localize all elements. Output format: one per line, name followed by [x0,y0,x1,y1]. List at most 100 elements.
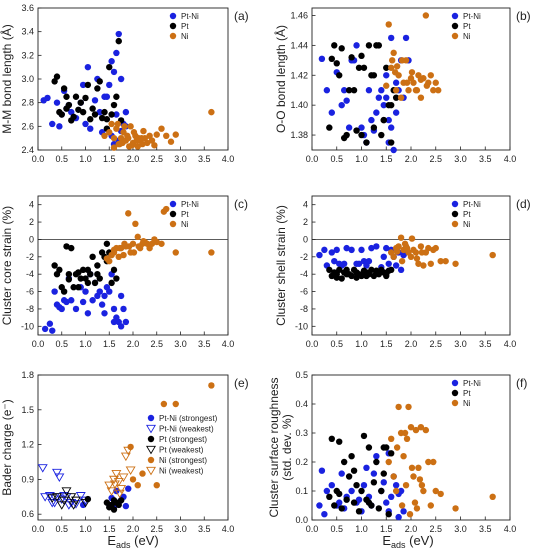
data-point [111,470,122,479]
panel-a-chart: 0.0 0.5 1.0 1.5 2.0 2.5 3.0 3.5 4.0 2.4 2.6 2.8 3.0 3… [0,3,249,164]
y-tick-label: 1.8 [21,370,34,380]
legend-label: Pt-Ni [463,379,481,388]
legend-marker [451,389,459,397]
y-tick-label: -4 [300,269,308,279]
data-point [393,248,401,255]
y-tick-label: 0.6 [21,509,34,519]
data-point [65,276,73,283]
legend-marker [147,414,155,422]
x-tick-label: 1.0 [355,339,368,349]
data-point [121,123,128,130]
data-point [79,108,87,116]
y-tick-label: -10 [21,321,34,331]
data-point [59,492,70,501]
x-tick-label: 1.0 [79,339,92,349]
data-point [392,87,400,94]
data-point [383,82,390,89]
data-point [338,275,345,282]
data-point [103,93,111,100]
data-point [103,240,111,247]
x-tick-label: 1.0 [79,154,92,164]
data-point [378,487,385,495]
data-point [70,113,77,121]
data-point [370,124,378,131]
legend-marker [451,12,459,20]
data-point [415,464,422,471]
y-tick-label: 1.46 [290,10,308,20]
data-point [385,511,392,518]
data-point [51,288,58,295]
data-point [98,301,106,308]
x-tick-label: 4.0 [222,339,235,349]
data-point [427,502,434,509]
data-point [49,120,56,128]
data-point [84,279,92,287]
data-point [56,501,67,510]
data-point [380,470,387,477]
plot-frame [37,7,229,151]
y-tick-label: -8 [300,304,308,314]
data-point [418,482,426,489]
data-point [395,513,402,521]
data-point [348,453,355,460]
data-point [390,146,397,154]
data-point [331,42,338,49]
y-tick-label: 1.40 [290,100,308,110]
data-point [380,253,387,261]
x-tick-label: 3.5 [198,154,211,164]
data-point [343,131,350,139]
legend-marker [147,435,155,443]
data-point [388,34,395,42]
data-point [71,500,81,509]
data-point [101,108,108,116]
data-point [138,134,145,142]
data-point [82,288,89,295]
data-point [46,320,54,327]
data-point [68,108,75,116]
data-point [343,97,350,104]
y-tick-label: 2.6 [21,121,34,131]
x-tick-label: 3.5 [479,154,492,164]
data-point [437,257,444,265]
data-point [408,464,416,471]
data-point [63,501,74,510]
legend-marker [146,466,156,476]
panel-label: (c) [234,197,248,211]
data-point [383,64,390,71]
data-point [336,72,343,79]
data-point [385,116,392,124]
data-point [68,244,75,252]
data-point [400,508,407,515]
data-point [363,464,370,471]
x-axis-label-right: Eads (eV) [382,533,433,550]
data-point [89,253,96,261]
data-point [40,493,51,502]
data-point [109,475,119,485]
y-axis-label: Cluster core strain (%) [0,206,14,325]
data-point [79,81,87,89]
x-tick-label: 3.0 [174,524,187,534]
legend-marker [451,200,459,208]
data-point [91,111,99,118]
y-tick-label: 0 [29,234,34,244]
data-point [37,464,48,473]
data-point [108,111,115,118]
data-point [68,501,79,510]
data-point [70,284,77,291]
y-tick-label: 3.2 [21,50,34,60]
y-tick-label: 1.2 [21,440,34,450]
data-point [355,64,363,71]
data-point [370,72,378,79]
data-point [96,78,103,85]
data-point [208,382,215,389]
data-point [403,435,411,442]
x-tick-label: 0.5 [330,154,343,164]
data-point [326,493,333,500]
data-point [134,233,141,241]
x-tick-label: 1.5 [380,154,393,164]
data-point [368,116,375,124]
y-tick-label: 1.42 [290,70,308,80]
data-point [392,482,400,489]
data-point [153,131,160,138]
data-point [51,262,58,269]
